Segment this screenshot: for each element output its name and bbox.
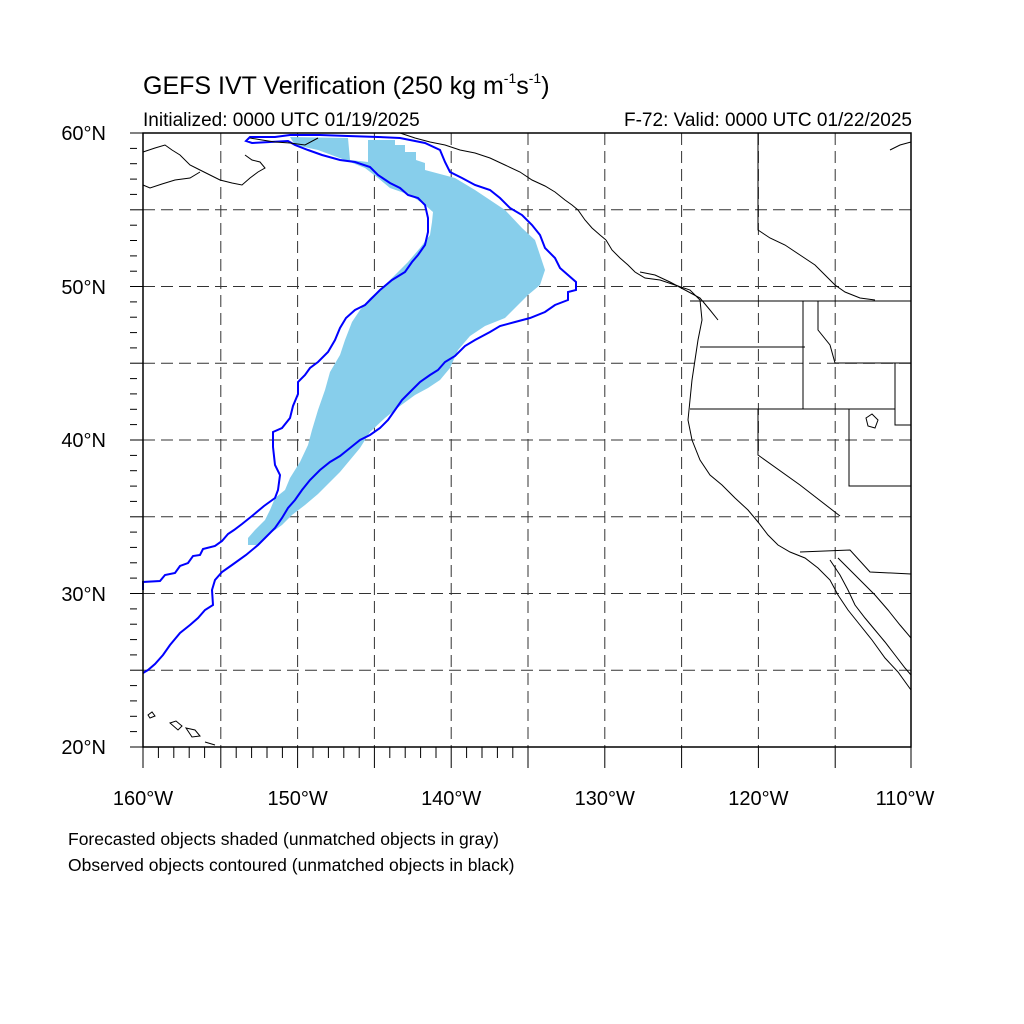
lat-label-60: 60°N — [61, 123, 106, 145]
lat-label-40: 40°N — [61, 430, 106, 452]
lon-label-160w: 160°W — [113, 788, 173, 810]
initialized-time: Initialized: 0000 UTC 01/19/2025 — [143, 110, 420, 131]
vancouver-island — [639, 271, 719, 321]
great-salt-lake — [865, 413, 879, 429]
lon-label-150w: 150°W — [267, 788, 327, 810]
lon-label-120w: 120°W — [728, 788, 788, 810]
lat-label-20: 20°N — [61, 737, 106, 759]
lon-label-140w: 140°W — [421, 788, 481, 810]
observed-note: Observed objects contoured (unmatched ob… — [68, 855, 515, 875]
gulf-of-california — [837, 557, 912, 639]
lat-label-30: 30°N — [61, 584, 106, 606]
lon-label-110w: 110°W — [876, 788, 935, 810]
lat-label-50: 50°N — [61, 277, 106, 299]
coastlines-and-borders — [142, 132, 912, 746]
valid-time: F-72: Valid: 0000 UTC 01/22/2025 — [624, 110, 912, 131]
lon-label-130w: 130°W — [575, 788, 635, 810]
plot-title: GEFS IVT Verification (250 kg m-1s-1) — [143, 70, 550, 100]
minor-tick-marks — [130, 147, 514, 758]
legend-notes: Forecasted objects shaded (unmatched obj… — [68, 826, 515, 878]
tick-marks — [130, 132, 912, 768]
state-borders-1 — [690, 301, 912, 575]
baja-peninsula — [829, 559, 912, 676]
hawaii-islands — [147, 711, 216, 746]
bc-interior-lines — [757, 133, 912, 301]
alaska-coast — [142, 132, 607, 241]
forecast-note: Forecasted objects shaded (unmatched obj… — [68, 829, 499, 849]
observed-object-contour — [142, 134, 577, 674]
gridlines — [143, 133, 911, 747]
north-america-west-coast — [605, 239, 912, 691]
forecast-object-shaded — [248, 137, 545, 545]
